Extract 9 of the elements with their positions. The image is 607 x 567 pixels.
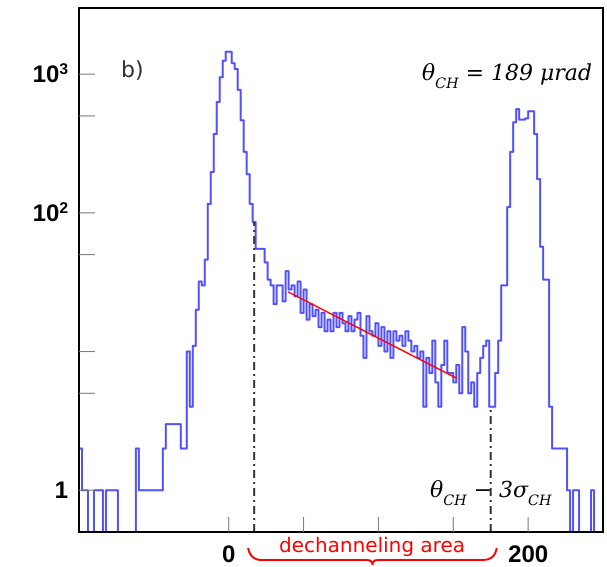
x-tick-label: 200 xyxy=(508,541,548,567)
y-tick-label: 10$^{2}$ xyxy=(32,199,68,227)
y-tick-label: 1 xyxy=(54,477,68,504)
text: dechanneling area xyxy=(278,533,466,557)
annotation: b) xyxy=(121,58,144,83)
ref-line-label: θ$_{CH}$ − 3σ$_{CH}$ xyxy=(430,478,552,509)
annotation: θ$_{CH}$ = 189 μrad xyxy=(422,61,592,92)
x-tick-label: 0 xyxy=(222,541,236,567)
y-tick-label: 10$^{3}$ xyxy=(32,60,68,88)
